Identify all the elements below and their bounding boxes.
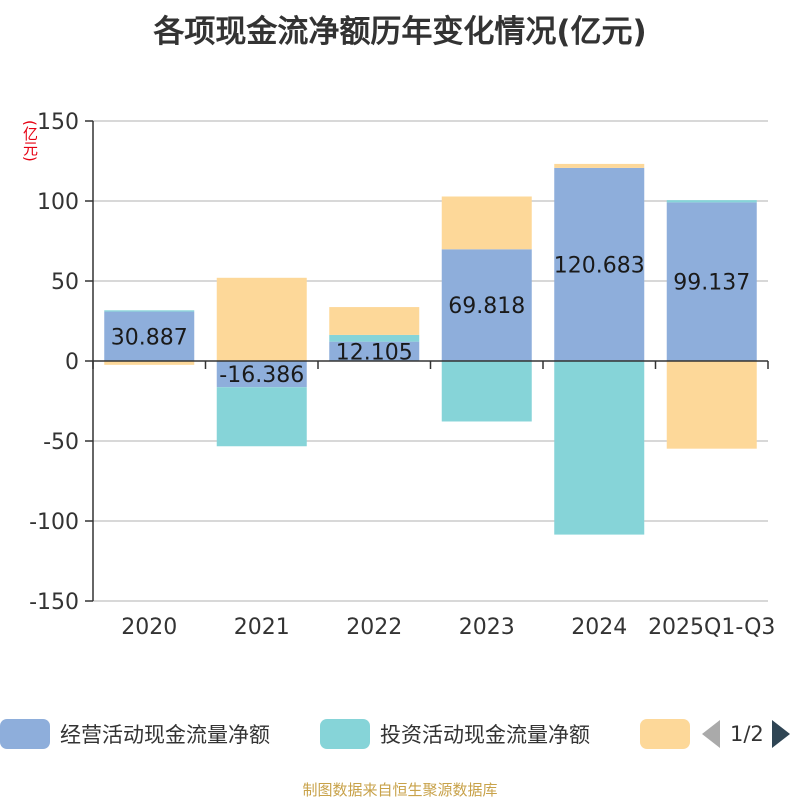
- x-tick-label-4: 2024: [571, 615, 627, 640]
- bar-s0-2: [329, 341, 420, 361]
- pager-prev-icon[interactable]: [702, 720, 720, 748]
- data-label-4: 120.683: [554, 253, 645, 278]
- data-label-3: 69.818: [448, 294, 525, 319]
- y-tick-label-2: 50: [51, 270, 79, 295]
- x-tick-label-3: 2023: [459, 615, 515, 640]
- grid-lines: [93, 120, 768, 602]
- legend: 经营活动现金流量净额 投资活动现金流量净额: [0, 716, 800, 752]
- data-labels: 30.887 -16.386 12.105 69.818 120.683 99.137: [111, 253, 750, 388]
- y-tick-label-0: 150: [37, 110, 79, 135]
- bar-s0-3: [441, 249, 532, 361]
- axes: 150 100 50 0 -50 -100 -150 2020 2021 2022 2023 2024…: [29, 110, 775, 640]
- y-axis-unit-label: (亿元): [21, 120, 39, 162]
- bar-s2-5: [666, 361, 757, 449]
- legend-swatch-investing: [320, 719, 370, 749]
- y-tick-label-4: -50: [43, 430, 79, 455]
- data-label-2: 12.105: [336, 340, 413, 365]
- legend-swatch-financing: [640, 719, 690, 749]
- bar-s2-2: [329, 307, 420, 335]
- bar-s1-0: [104, 310, 195, 312]
- bar-s1-5: [666, 200, 757, 203]
- x-tick-label-5: 2025Q1-Q3: [648, 615, 775, 640]
- legend-label-operating: 经营活动现金流量净额: [60, 723, 270, 747]
- pager-page-indicator: 1/2: [730, 722, 764, 746]
- bar-s0-0: [104, 311, 195, 361]
- data-source-note: 制图数据来自恒生聚源数据库: [302, 781, 498, 799]
- chart-canvas: 150 100 50 0 -50 -100 -150 2020 2021 2022 2023 2024…: [29, 110, 775, 640]
- data-label-1: -16.386: [219, 363, 304, 388]
- bar-s2-1: [216, 277, 307, 361]
- data-label-0: 30.887: [111, 325, 188, 350]
- data-label-5: 99.137: [673, 271, 750, 296]
- x-tick-label-0: 2020: [121, 615, 177, 640]
- bars: [104, 163, 757, 535]
- bar-s0-5: [666, 202, 757, 361]
- y-tick-label-3: 0: [65, 350, 79, 375]
- bar-s2-3: [441, 196, 532, 250]
- bar-s1-3: [441, 361, 532, 422]
- chart-title: 各项现金流净额历年变化情况(亿元): [153, 14, 647, 50]
- legend-swatch-operating: [0, 719, 50, 749]
- bar-s2-0: [104, 361, 195, 365]
- legend-pager: 1/2: [700, 716, 800, 752]
- legend-item-investing[interactable]: 投资活动现金流量净额: [320, 716, 590, 752]
- y-tick-label-1: 100: [37, 190, 79, 215]
- bar-s1-1: [216, 387, 307, 447]
- bar-s2-4: [554, 163, 645, 168]
- pager-next-icon[interactable]: [771, 720, 790, 748]
- bar-s0-4: [554, 167, 645, 361]
- bar-s1-4: [554, 361, 645, 535]
- x-tick-label-2: 2022: [346, 615, 402, 640]
- legend-item-operating[interactable]: 经营活动现金流量净额: [0, 716, 270, 752]
- x-tick-label-1: 2021: [234, 615, 290, 640]
- bar-s1-2: [329, 334, 420, 342]
- bar-s0-1: [216, 361, 307, 388]
- y-tick-label-5: -100: [29, 510, 79, 535]
- legend-item-financing[interactable]: [640, 716, 690, 752]
- y-tick-label-6: -150: [29, 590, 79, 615]
- legend-label-investing: 投资活动现金流量净额: [380, 723, 590, 747]
